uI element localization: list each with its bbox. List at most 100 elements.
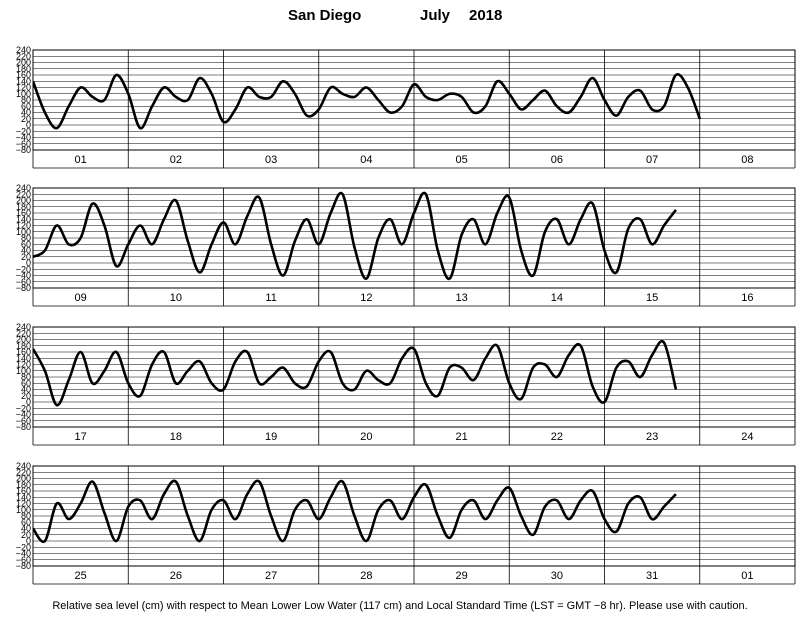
y-tick-label: 160 (16, 70, 31, 80)
y-tick-label: 120 (16, 83, 31, 93)
day-label: 09 (75, 292, 87, 304)
y-tick-label: 180 (16, 341, 31, 351)
title-year: 2018 (469, 7, 503, 24)
y-tick-label: −20 (16, 126, 31, 136)
y-tick-label: 80 (21, 233, 31, 243)
y-tick-label: −20 (16, 403, 31, 413)
y-tick-label: 20 (21, 391, 31, 401)
y-tick-label: 220 (16, 51, 31, 61)
day-label: 16 (741, 292, 753, 304)
day-label: 14 (551, 292, 563, 304)
y-tick-label: 160 (16, 347, 31, 357)
y-tick-label: 180 (16, 480, 31, 490)
y-tick-label: 120 (16, 499, 31, 509)
chart-title: San Diego July 2018 (0, 0, 800, 30)
day-label: 21 (456, 431, 468, 443)
y-tick-label: −60 (16, 277, 31, 287)
y-tick-label: 80 (21, 511, 31, 521)
tide-chart: −80−60−40−200204060801001201401601802002… (16, 45, 796, 585)
panel-3: −80−60−40−200204060801001201401601802002… (16, 322, 796, 446)
title-location: San Diego (288, 7, 362, 24)
day-label: 30 (551, 570, 563, 582)
y-tick-label: 40 (21, 524, 31, 534)
y-tick-label: 240 (16, 45, 31, 55)
y-tick-label: 20 (21, 114, 31, 124)
y-tick-label: 240 (16, 461, 31, 471)
day-label: 12 (360, 292, 372, 304)
day-label: 15 (646, 292, 658, 304)
y-tick-label: 40 (21, 246, 31, 256)
day-label: 06 (551, 154, 563, 166)
y-tick-label: −40 (16, 410, 31, 420)
day-label: 02 (170, 154, 182, 166)
y-tick-label: 0 (26, 397, 31, 407)
y-tick-label: −80 (16, 145, 31, 155)
day-label: 10 (170, 292, 182, 304)
day-label: 29 (456, 570, 468, 582)
y-tick-label: 60 (21, 239, 31, 249)
tide-series-line (33, 479, 677, 544)
y-tick-label: −60 (16, 139, 31, 149)
y-tick-label: 200 (16, 196, 31, 206)
y-tick-label: −40 (16, 271, 31, 281)
y-tick-label: 0 (26, 120, 31, 130)
tide-series-line (33, 339, 678, 407)
y-tick-label: 20 (21, 530, 31, 540)
day-label: 01 (75, 154, 87, 166)
day-label: 07 (646, 154, 658, 166)
day-label: 17 (75, 431, 87, 443)
day-label: 23 (646, 431, 658, 443)
y-tick-label: 140 (16, 76, 31, 86)
y-tick-label: 20 (21, 252, 31, 262)
y-tick-label: −60 (16, 555, 31, 565)
y-tick-label: 220 (16, 467, 31, 477)
day-label: 25 (75, 570, 87, 582)
y-tick-label: −20 (16, 264, 31, 274)
y-tick-label: 140 (16, 492, 31, 502)
day-label: 01 (741, 570, 753, 582)
day-label: 13 (456, 292, 468, 304)
y-tick-label: 40 (21, 108, 31, 118)
y-tick-label: 120 (16, 221, 31, 231)
day-label: 03 (265, 154, 277, 166)
y-tick-label: 100 (16, 89, 31, 99)
y-tick-label: 200 (16, 474, 31, 484)
y-tick-label: −60 (16, 416, 31, 426)
y-tick-label: 180 (16, 64, 31, 74)
y-tick-label: 160 (16, 486, 31, 496)
y-tick-label: 160 (16, 208, 31, 218)
day-label: 11 (265, 292, 276, 304)
day-label: 08 (741, 154, 753, 166)
tide-series-line (33, 73, 702, 130)
y-tick-label: 0 (26, 536, 31, 546)
y-tick-label: 240 (16, 322, 31, 332)
tide-series-line (33, 191, 677, 281)
y-tick-label: 100 (16, 366, 31, 376)
y-tick-label: −80 (16, 422, 31, 432)
day-label: 26 (170, 570, 182, 582)
y-tick-label: 0 (26, 258, 31, 268)
y-tick-label: −80 (16, 283, 31, 293)
y-tick-label: −40 (16, 133, 31, 143)
y-tick-label: −80 (16, 561, 31, 571)
y-tick-label: 60 (21, 517, 31, 527)
y-tick-label: −20 (16, 542, 31, 552)
y-tick-label: 40 (21, 385, 31, 395)
y-tick-label: 80 (21, 372, 31, 382)
y-tick-label: 60 (21, 378, 31, 388)
y-tick-label: 140 (16, 214, 31, 224)
day-label: 22 (551, 431, 563, 443)
y-tick-label: 80 (21, 95, 31, 105)
y-tick-label: 240 (16, 183, 31, 193)
day-label: 20 (360, 431, 372, 443)
y-tick-label: 200 (16, 58, 31, 68)
y-tick-label: 220 (16, 328, 31, 338)
y-tick-label: −40 (16, 549, 31, 559)
footnote: Relative sea level (cm) with respect to … (52, 600, 748, 612)
y-tick-label: 100 (16, 227, 31, 237)
y-tick-label: 140 (16, 353, 31, 363)
y-tick-label: 220 (16, 189, 31, 199)
panel-2: −80−60−40−200204060801001201401601802002… (16, 183, 796, 307)
panel-4: −80−60−40−200204060801001201401601802002… (16, 461, 796, 585)
day-label: 31 (646, 570, 658, 582)
